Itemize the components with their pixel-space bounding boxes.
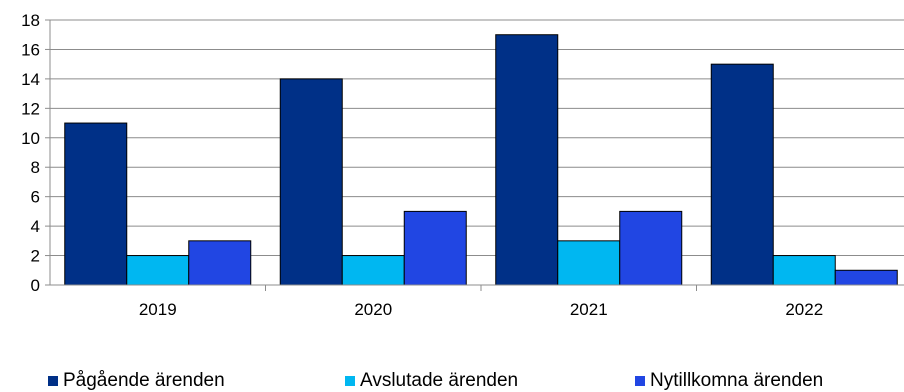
legend-label-nytillkomna: Nytillkomna ärenden bbox=[650, 370, 824, 391]
y-tick-label: 18 bbox=[21, 11, 40, 30]
bar-chart: 0 2 4 6 8 10 12 14 16 18 2019 2020 2021 2022 bbox=[21, 11, 904, 319]
legend-item-nytillkomna: Nytillkomna ärenden bbox=[635, 370, 823, 392]
bar bbox=[495, 34, 559, 286]
bars bbox=[64, 34, 898, 286]
bar bbox=[126, 255, 190, 286]
y-tick-label: 8 bbox=[31, 158, 40, 177]
bar bbox=[341, 255, 405, 286]
gridlines bbox=[50, 19, 904, 257]
bar bbox=[557, 240, 621, 286]
y-tick-label: 14 bbox=[21, 70, 40, 89]
legend-swatch-nytillkomna bbox=[635, 376, 645, 386]
y-tick-label: 2 bbox=[31, 247, 40, 266]
x-tick-label: 2022 bbox=[785, 300, 823, 319]
legend-swatch-pagaende bbox=[48, 376, 58, 386]
bar bbox=[403, 210, 467, 286]
x-tick-label: 2021 bbox=[570, 300, 608, 319]
bar bbox=[279, 78, 343, 286]
bar bbox=[188, 240, 252, 286]
y-tick-label: 0 bbox=[31, 276, 40, 295]
y-tick-label: 4 bbox=[31, 217, 40, 236]
legend-swatch-avslutade bbox=[345, 376, 355, 386]
legend-item-pagaende: Pågående ärenden bbox=[48, 370, 225, 392]
bar bbox=[619, 210, 683, 286]
legend-item-avslutade: Avslutade ärenden bbox=[345, 370, 518, 392]
bar bbox=[834, 269, 898, 286]
y-tick-labels: 0 2 4 6 8 10 12 14 16 18 bbox=[21, 11, 40, 295]
legend-label-avslutade: Avslutade ärenden bbox=[360, 370, 519, 391]
y-tick-label: 16 bbox=[21, 40, 40, 59]
legend: Pågående ärenden Avslutade ärenden Nytil… bbox=[0, 370, 904, 392]
x-tick-label: 2019 bbox=[139, 300, 177, 319]
x-tick-labels: 2019 2020 2021 2022 bbox=[139, 300, 823, 319]
legend-label-pagaende: Pågående ärenden bbox=[63, 370, 225, 391]
axes bbox=[45, 19, 904, 291]
x-tick-label: 2020 bbox=[354, 300, 392, 319]
bar bbox=[772, 255, 836, 286]
y-tick-label: 6 bbox=[31, 188, 40, 207]
bar bbox=[64, 122, 128, 286]
y-tick-label: 10 bbox=[21, 129, 40, 148]
bar bbox=[710, 63, 774, 286]
y-tick-label: 12 bbox=[21, 99, 40, 118]
